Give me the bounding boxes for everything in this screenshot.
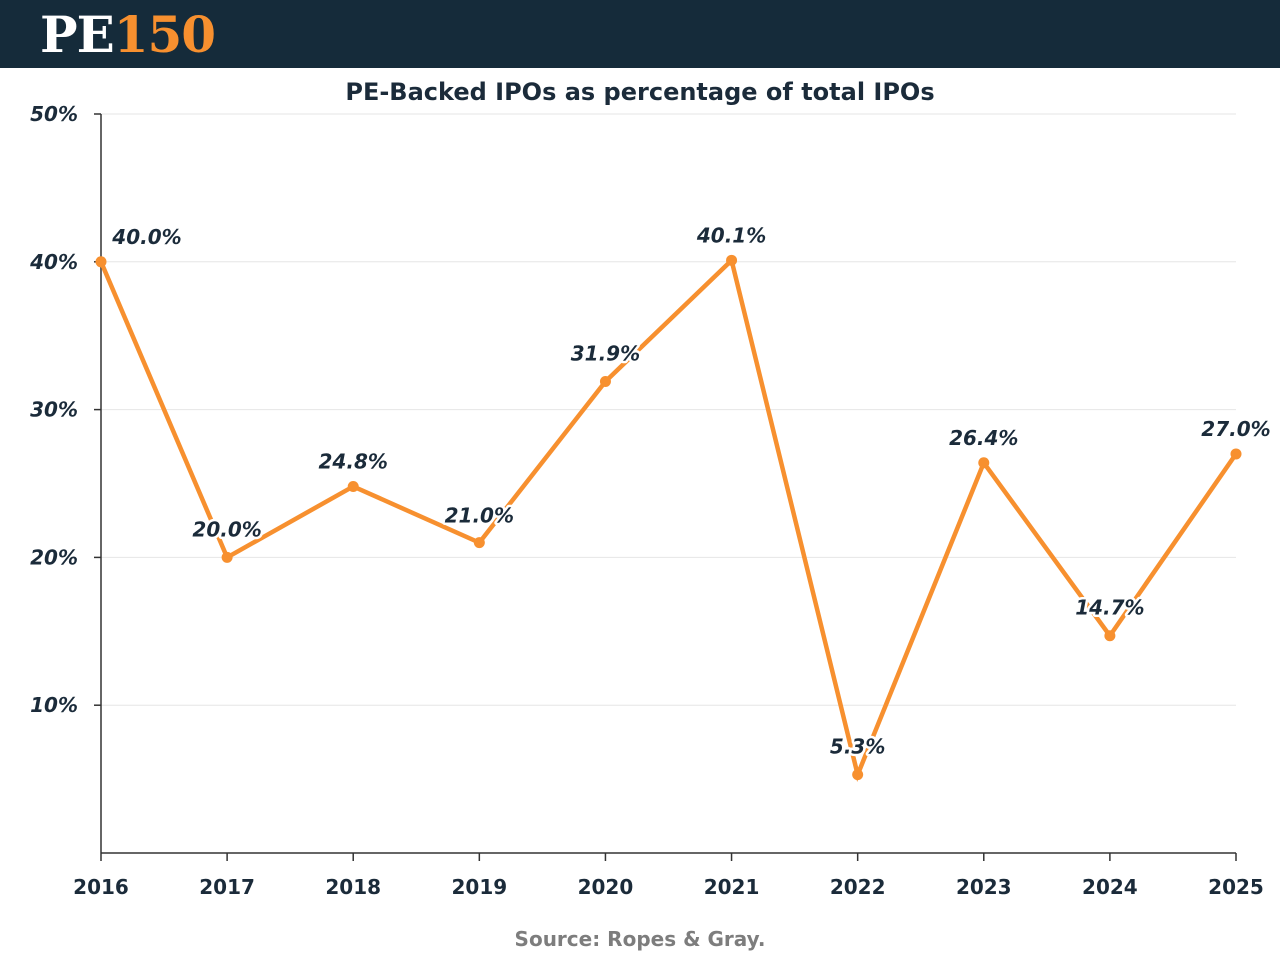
- x-tick-label-2020: 2020: [578, 875, 634, 899]
- header-bar: PE150: [0, 0, 1280, 68]
- axes: [100, 114, 1236, 854]
- data-label-2017: 20.0%: [192, 517, 261, 541]
- x-tick-label-2019: 2019: [451, 875, 507, 899]
- data-label-2020: 31.9%: [571, 342, 640, 366]
- data-point-2018: [347, 480, 359, 492]
- data-label-2016: 40.0%: [111, 225, 181, 249]
- logo-150-text: 150: [113, 5, 216, 64]
- data-label-2024: 14.7%: [1075, 596, 1144, 620]
- source-note: Source: Ropes & Gray.: [515, 927, 766, 951]
- y-tick-label-10: 10%: [30, 693, 78, 717]
- pe150-logo: PE150: [40, 5, 216, 64]
- y-tick-label-30: 30%: [30, 398, 78, 422]
- data-point-2021: [726, 254, 738, 266]
- data-label-2021: 40.1%: [696, 223, 766, 247]
- series-line: [98, 255, 1239, 782]
- data-label-2023: 26.4%: [949, 426, 1018, 450]
- x-tick-label-2021: 2021: [704, 875, 760, 899]
- data-point-2022: [852, 769, 864, 781]
- x-tick-label-2024: 2024: [1082, 875, 1138, 899]
- logo-pe-text: PE: [40, 5, 115, 64]
- x-tick-label-2023: 2023: [956, 875, 1012, 899]
- data-label-2022: 5.3%: [830, 735, 885, 759]
- data-point-2020: [599, 376, 611, 388]
- data-point-2017: [221, 551, 233, 563]
- y-tick-label-50: 50%: [30, 102, 78, 126]
- x-tick-label-2018: 2018: [325, 875, 381, 899]
- data-label-2025: 27.0%: [1201, 417, 1270, 441]
- y-tick-label-40: 40%: [29, 250, 78, 274]
- data-point-2016: [95, 256, 107, 268]
- x-axis-ticks: 2016 2017 2018 2019 2020 2021 2022 2023 2024 2025: [73, 853, 1264, 899]
- line-chart: PE-Backed IPOs as percentage of total IP…: [29, 78, 1273, 951]
- x-tick-label-2017: 2017: [199, 875, 255, 899]
- series-group: [95, 254, 1242, 782]
- data-point-2025: [1230, 448, 1242, 460]
- chart-title: PE-Backed IPOs as percentage of total IP…: [345, 78, 934, 106]
- x-tick-label-2016: 2016: [73, 875, 129, 899]
- data-label-2019: 21.0%: [445, 504, 514, 528]
- data-point-2019: [473, 537, 485, 549]
- x-tick-label-2025: 2025: [1208, 875, 1264, 899]
- gridlines: [101, 113, 1236, 706]
- data-point-2024: [1104, 630, 1116, 642]
- data-point-2023: [978, 457, 990, 469]
- y-axis-ticks: 10% 20% 30% 40% 50%: [29, 102, 101, 717]
- x-tick-label-2022: 2022: [830, 875, 886, 899]
- data-labels: 40.0% 20.0% 24.8% 21.0% 31.9% 40.1% 5.3% 26.4% 1…: [109, 221, 1273, 761]
- y-tick-label-20: 20%: [30, 545, 78, 569]
- data-label-2018: 24.8%: [319, 449, 388, 473]
